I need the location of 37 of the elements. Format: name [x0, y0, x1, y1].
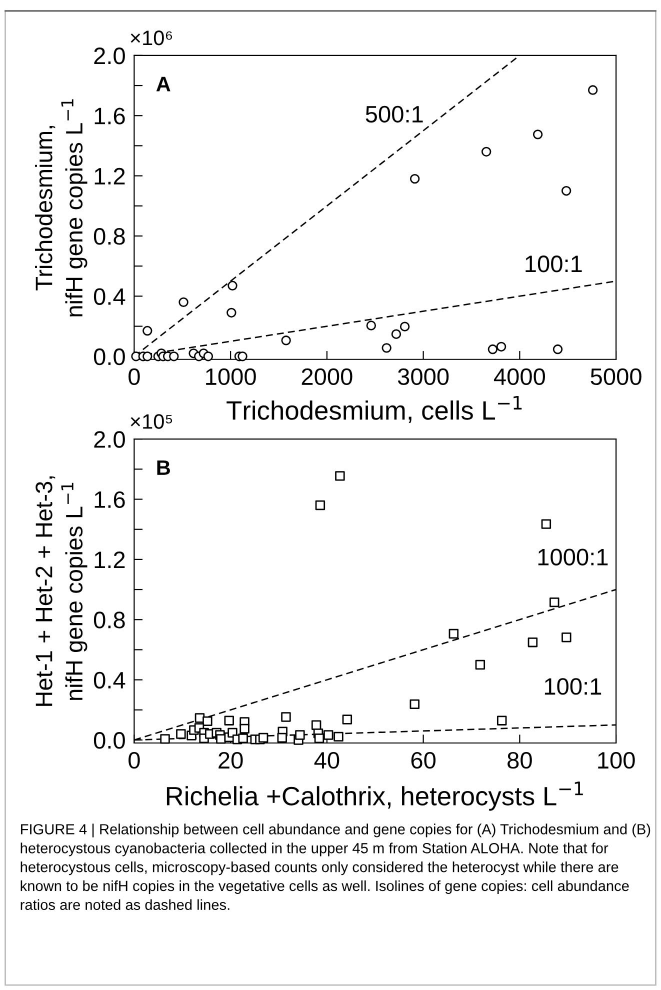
- x-axis-title: Trichodesmium, cells L$^{−1}$: [226, 396, 522, 423]
- y-axis-title: Trichodesmium, nifH gene copies L$^{−1}$: [35, 99, 88, 316]
- x-tick-label: 100: [598, 752, 635, 769]
- series-label: 100:1: [544, 678, 602, 695]
- text: ×10⁶: [130, 30, 172, 46]
- y-tick-label: 0.4: [94, 672, 126, 689]
- series-label: 100:1: [526, 256, 582, 272]
- x-tick-label: 40: [314, 752, 340, 769]
- x-tick-label: 5000: [590, 368, 642, 386]
- y-tick-label: 2.0: [94, 48, 125, 64]
- x-tick-label: 60: [411, 752, 436, 769]
- y-tick-label: 0.0: [94, 348, 125, 366]
- x-axis-title: Richelia +Calothrix, heterocysts L$^{−1}$: [166, 782, 583, 811]
- y-tick-label: 1.6: [94, 491, 125, 508]
- y-axis-title: Het-1 + Het-2 + Het-3, nifH gene copies L$^{−1}$: [36, 476, 88, 706]
- y-tick-label: 1.2: [94, 552, 125, 568]
- y-tick-label: 1.2: [94, 168, 125, 184]
- caption: FIGURE 4 | Relationship between cell abundance and gene copies for (A) Trichodesmium and (B) heterocystous cyanobacteria collected in the upper 45 m from Station ALOHA. Note that for heterocystous cells, microscopy-based counts only considered the heterocyst while there are known to be nifH copies in the vegetative cells as well. Isolines of gene copies: cell abundance ratios are noted as dashed lines.: [20, 824, 650, 910]
- x-tick-label: 0: [128, 752, 140, 769]
- annotation: A: [156, 76, 170, 92]
- x-tick-label: 80: [508, 752, 532, 769]
- y-tick-label: 0.8: [94, 612, 125, 628]
- x-tick-label: 4000: [494, 368, 546, 386]
- y-tick-label: 0.8: [94, 228, 125, 245]
- series-label: 1000:1: [538, 548, 608, 566]
- x-tick-label: 0: [128, 368, 140, 386]
- x-tick-label: 3000: [398, 368, 449, 386]
- y-tick-label: 0.4: [94, 288, 126, 305]
- series-label: 500:1: [366, 106, 423, 123]
- text: ×10⁵: [130, 414, 172, 429]
- y-tick-label: 0.0: [94, 732, 125, 749]
- y-tick-label: 2.0: [94, 431, 125, 448]
- x-tick-label: 20: [218, 752, 243, 769]
- x-tick-label: 1000: [206, 368, 256, 386]
- annotation: B: [157, 460, 170, 475]
- x-tick-label: 2000: [302, 368, 352, 386]
- y-tick-label: 1.6: [94, 108, 125, 124]
